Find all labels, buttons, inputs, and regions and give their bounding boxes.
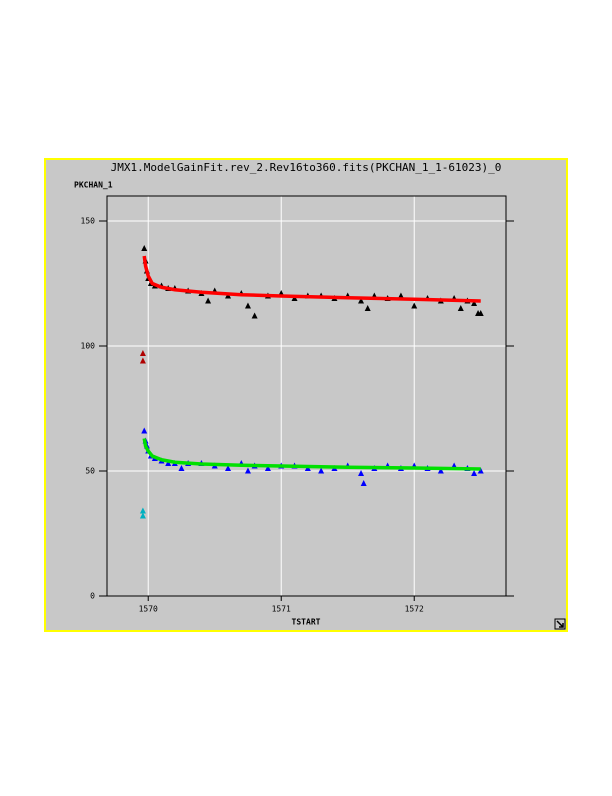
y-tick-label: 50 — [85, 467, 95, 476]
data-point — [471, 470, 478, 476]
data-point — [139, 357, 146, 364]
data-point — [264, 465, 271, 471]
y-tick-label: 150 — [81, 217, 96, 226]
data-point — [225, 465, 232, 471]
fit-line — [142, 438, 481, 471]
data-point — [411, 302, 418, 309]
x-tick-label: 1570 — [139, 605, 158, 614]
data-point — [244, 302, 251, 309]
data-point — [139, 512, 146, 519]
y-axis-label: PKCHAN_1 — [74, 181, 113, 190]
data-point — [477, 467, 484, 474]
data-point — [139, 507, 146, 514]
data-point — [358, 297, 365, 304]
data-point — [318, 467, 325, 474]
data-point — [477, 310, 484, 316]
data-point — [141, 245, 148, 251]
data-point — [360, 480, 367, 486]
data-point — [437, 467, 444, 474]
plot-frame — [106, 195, 507, 597]
chart-title: JMX1.ModelGainFit.rev_2.Rev16to360.fits(… — [111, 161, 502, 174]
y-tick-label: 0 — [90, 592, 95, 601]
data-point — [178, 465, 185, 471]
y-tick-label: 100 — [81, 342, 96, 351]
x-tick-label: 1572 — [405, 605, 424, 614]
window-panel — [44, 158, 568, 632]
x-axis-label: TSTART — [292, 618, 321, 627]
data-point — [165, 460, 172, 466]
data-point — [364, 305, 371, 311]
data-point — [205, 297, 212, 304]
fit-line — [142, 255, 481, 303]
data-point — [244, 467, 251, 474]
data-point — [139, 350, 146, 356]
data-point — [141, 427, 148, 434]
data-point — [471, 300, 478, 306]
data-point — [397, 292, 404, 299]
resize-icon[interactable] — [554, 618, 566, 630]
data-point — [358, 470, 365, 476]
data-point — [251, 312, 258, 319]
data-point — [457, 305, 464, 311]
x-tick-label: 1571 — [272, 605, 291, 614]
